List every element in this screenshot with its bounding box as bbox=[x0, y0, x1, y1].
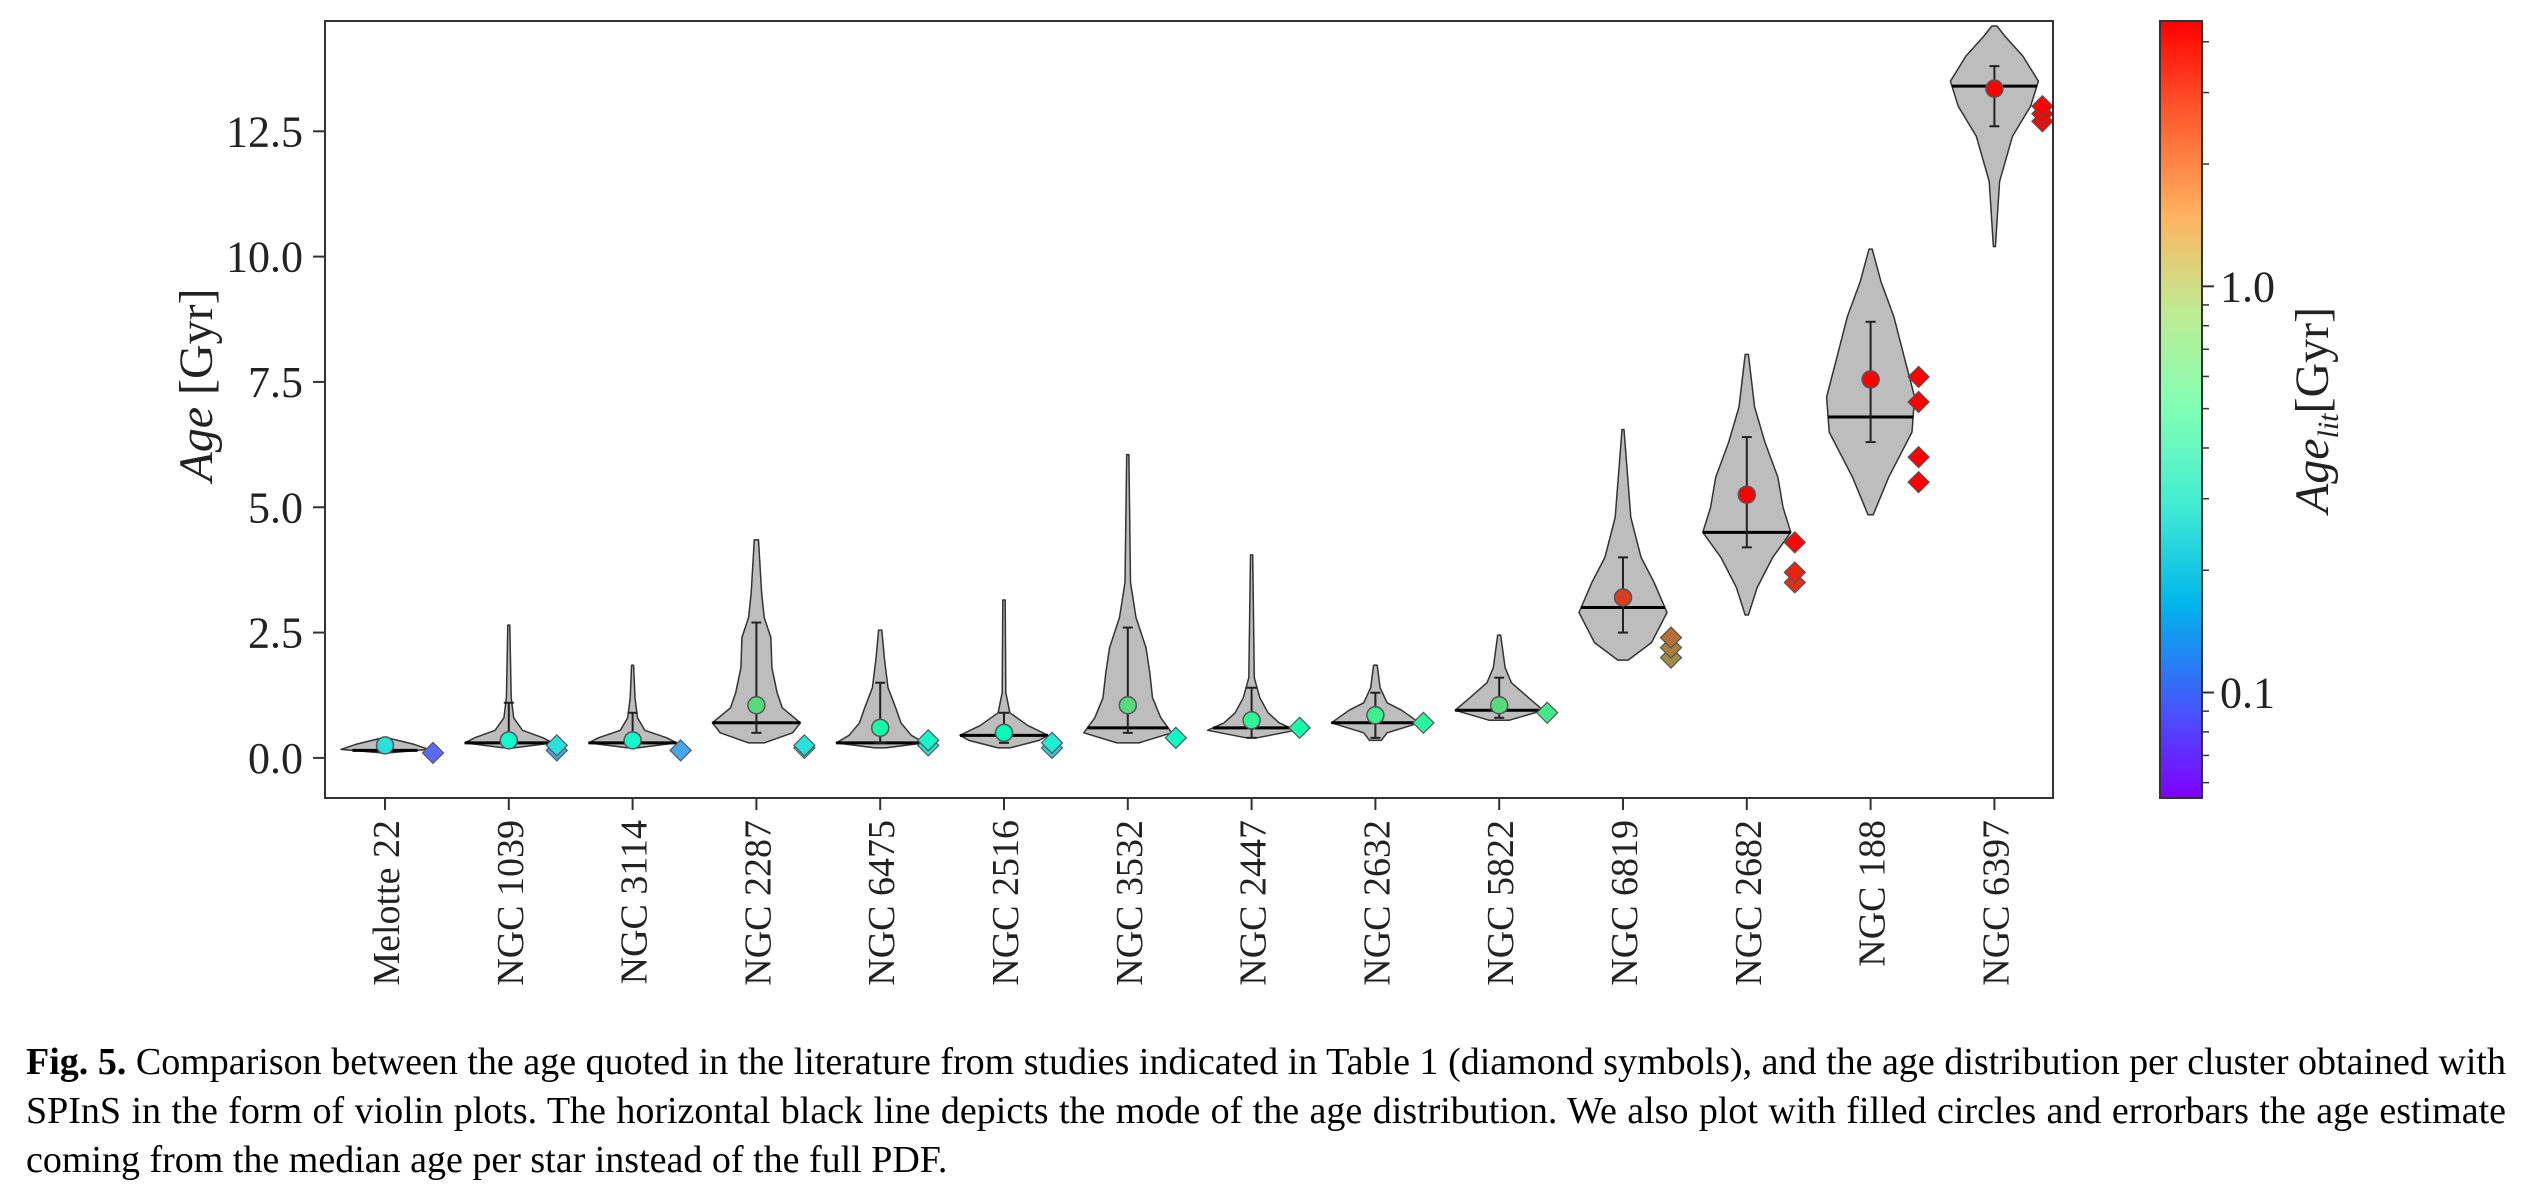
median-point bbox=[1366, 706, 1385, 725]
literature-diamond bbox=[1659, 626, 1683, 649]
violin-body bbox=[1206, 554, 1297, 739]
median-point bbox=[1242, 711, 1261, 730]
literature-diamond bbox=[1783, 530, 1807, 554]
y-tick-label: 5.0 bbox=[248, 483, 303, 532]
colorbar-label-unit: [Gyr] bbox=[2286, 307, 2339, 414]
colorbar-gradient bbox=[2159, 20, 2203, 799]
median-point bbox=[1489, 696, 1509, 715]
violin-body bbox=[1578, 428, 1668, 661]
literature-diamond bbox=[1783, 561, 1807, 584]
figure-caption-label: Fig. 5. bbox=[26, 1041, 127, 1083]
colorbar-tick-label: 0.1 bbox=[2220, 669, 2275, 718]
violin-body bbox=[587, 664, 678, 749]
x-tick-label: NGC 6819 bbox=[1604, 820, 1646, 986]
x-tick-label: NGC 6397 bbox=[1975, 820, 2017, 986]
y-tick-label: 7.5 bbox=[248, 358, 303, 407]
y-tick-label: 2.5 bbox=[248, 609, 303, 658]
x-tick-label: NGC 188 bbox=[1852, 820, 1894, 967]
median-point bbox=[375, 736, 395, 755]
literature-diamond bbox=[1907, 470, 1930, 494]
violin-chart: Age [Gyr] Agelit[Gyr] 0.11.0 0.02.55.07.… bbox=[170, 20, 2345, 986]
median-point bbox=[870, 718, 890, 738]
x-tick-label: NGC 1039 bbox=[490, 820, 532, 986]
y-tick-label: 0.0 bbox=[248, 734, 303, 783]
literature-diamond bbox=[1907, 390, 1930, 414]
figure-caption: Fig. 5. Comparison between the age quote… bbox=[26, 1038, 2506, 1185]
literature-diamond bbox=[545, 734, 569, 757]
x-tick-label: NGC 2516 bbox=[985, 820, 1027, 986]
colorbar-label-main: Age bbox=[2286, 439, 2339, 517]
x-tick-label: NGC 6475 bbox=[861, 820, 903, 986]
violin-body bbox=[959, 599, 1049, 749]
median-point bbox=[994, 723, 1014, 743]
colorbar-tick-label: 1.0 bbox=[2220, 262, 2275, 311]
median-point bbox=[1118, 696, 1138, 715]
literature-diamond bbox=[421, 741, 445, 765]
x-tick-label: NGC 2447 bbox=[1233, 820, 1275, 986]
colorbar-label: Agelit[Gyr] bbox=[2286, 307, 2345, 516]
literature-diamond bbox=[1535, 701, 1559, 725]
median-point bbox=[1737, 485, 1757, 504]
x-tick-label: NGC 2682 bbox=[1728, 820, 1770, 986]
y-axis-label-main: Age bbox=[170, 407, 223, 485]
literature-diamond bbox=[669, 739, 692, 762]
y-tick-label: 10.0 bbox=[226, 233, 303, 282]
x-tick-label: NGC 5822 bbox=[1480, 820, 1522, 986]
literature-diamond bbox=[793, 734, 816, 757]
median-point bbox=[1985, 79, 2004, 98]
x-tick-label: NGC 2632 bbox=[1356, 820, 1398, 986]
colorbar-label-sub: lit bbox=[2312, 413, 2345, 439]
plot-area bbox=[340, 25, 2054, 765]
literature-diamond bbox=[1412, 711, 1435, 735]
literature-diamond bbox=[1288, 716, 1311, 740]
y-axis-label: Age [Gyr] bbox=[170, 288, 223, 484]
figure-caption-text: Comparison between the age quoted in the… bbox=[26, 1041, 2506, 1181]
x-tick-label: NGC 3532 bbox=[1109, 820, 1151, 986]
median-point bbox=[747, 696, 766, 715]
y-axis-label-unit: [Gyr] bbox=[170, 288, 223, 407]
violin-body bbox=[1949, 25, 2040, 248]
median-point bbox=[1613, 588, 1633, 607]
median-point bbox=[499, 731, 519, 750]
colorbar: Agelit[Gyr] 0.1 1.0 bbox=[2159, 20, 2345, 799]
plot-frame bbox=[324, 20, 2054, 799]
x-tick-label: NGC 3114 bbox=[614, 820, 656, 984]
x-tick-label: Melotte 22 bbox=[366, 820, 408, 986]
literature-diamond bbox=[1164, 726, 1188, 750]
y-tick-label: 12.5 bbox=[226, 107, 303, 156]
x-tick-label: NGC 2287 bbox=[737, 820, 779, 986]
literature-diamond bbox=[1040, 731, 1064, 755]
violin-body bbox=[1083, 453, 1173, 744]
violin-body bbox=[464, 624, 554, 749]
literature-diamond bbox=[2031, 94, 2054, 118]
literature-diamond bbox=[1907, 445, 1930, 469]
median-point bbox=[623, 731, 642, 750]
literature-diamond bbox=[1907, 365, 1930, 389]
median-point bbox=[1861, 370, 1880, 389]
literature-diamond bbox=[916, 729, 940, 752]
